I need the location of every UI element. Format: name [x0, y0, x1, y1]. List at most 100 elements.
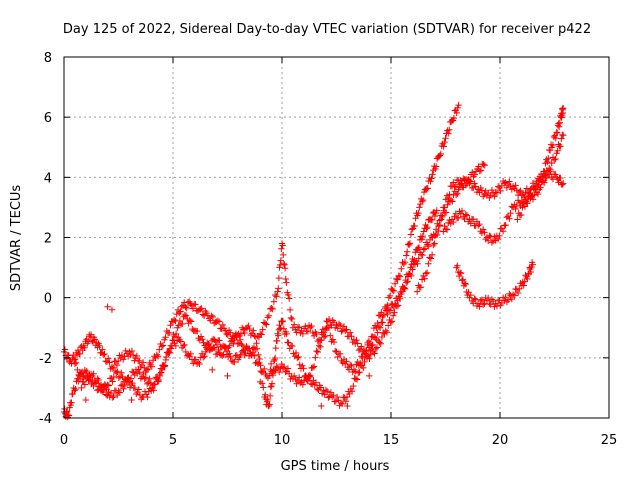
data-point	[521, 203, 529, 210]
data-point	[330, 338, 338, 346]
data-point	[278, 245, 285, 252]
data-point	[101, 350, 108, 358]
data-point	[419, 232, 426, 240]
data-point	[384, 310, 391, 318]
data-point	[354, 340, 361, 347]
data-point	[506, 290, 513, 298]
data-point	[313, 347, 320, 355]
data-point	[514, 289, 522, 297]
data-point	[422, 270, 430, 277]
data-point	[512, 182, 519, 189]
data-point	[253, 340, 260, 347]
data-point	[415, 209, 422, 217]
data-point	[549, 141, 557, 149]
data-point	[283, 279, 290, 286]
data-point	[508, 295, 516, 303]
y-tick-label: -2	[39, 352, 52, 367]
data-point	[366, 347, 374, 354]
data-point	[529, 192, 536, 199]
data-point	[275, 368, 283, 376]
data-point	[72, 359, 80, 367]
data-point	[179, 320, 186, 328]
data-point	[506, 215, 513, 222]
data-point	[415, 255, 422, 262]
plot-frame	[63, 56, 610, 419]
data-point	[416, 204, 423, 211]
data-point	[268, 380, 276, 387]
data-point	[295, 374, 303, 381]
data-point	[352, 375, 360, 382]
data-point	[506, 178, 513, 185]
data-point	[330, 392, 337, 399]
data-point	[363, 348, 370, 355]
data-point	[255, 351, 262, 359]
data-point	[529, 261, 536, 268]
data-point	[421, 275, 428, 282]
data-point	[394, 302, 402, 309]
data-point	[431, 240, 438, 247]
data-point	[282, 368, 289, 376]
data-point	[558, 135, 565, 142]
data-point	[343, 326, 350, 333]
data-point	[261, 320, 269, 327]
data-point	[445, 194, 452, 202]
chart-title: Day 125 of 2022, Sidereal Day-to-day VTE…	[63, 22, 591, 37]
data-point	[539, 173, 546, 181]
data-point	[389, 286, 396, 294]
data-point	[463, 212, 471, 219]
data-point	[442, 209, 450, 216]
data-point	[100, 351, 107, 359]
data-point	[219, 321, 227, 329]
data-point	[450, 114, 458, 122]
data-point	[166, 349, 173, 356]
data-point	[272, 344, 279, 352]
data-point	[199, 336, 206, 343]
data-point	[332, 347, 339, 355]
data-point	[386, 307, 394, 314]
data-point	[226, 350, 233, 357]
data-point	[274, 288, 281, 295]
data-point	[120, 385, 127, 393]
data-point	[361, 350, 369, 358]
data-point	[259, 326, 266, 333]
data-point	[458, 277, 466, 284]
data-point	[78, 384, 85, 392]
data-point	[275, 285, 282, 292]
data-point	[454, 104, 461, 112]
data-point	[207, 344, 214, 352]
data-point	[299, 330, 307, 338]
data-point	[249, 349, 257, 356]
data-point	[209, 313, 217, 321]
data-point	[343, 358, 350, 365]
data-point	[467, 220, 474, 227]
data-point	[289, 342, 296, 350]
data-point	[224, 372, 231, 380]
data-point	[494, 183, 502, 190]
data-point	[481, 229, 488, 236]
data-point	[246, 345, 253, 353]
data-point	[293, 329, 300, 336]
data-point	[267, 383, 274, 391]
data-point	[499, 227, 507, 235]
data-point	[442, 225, 450, 233]
data-point	[450, 218, 457, 226]
data-point	[325, 394, 332, 401]
series-track-6	[453, 259, 536, 310]
data-point	[279, 364, 287, 371]
data-point	[266, 392, 274, 400]
data-point	[231, 358, 238, 366]
data-point	[294, 324, 302, 331]
data-point	[177, 338, 184, 345]
data-point	[338, 400, 346, 408]
data-point	[480, 161, 487, 168]
data-point	[388, 318, 396, 325]
data-point	[462, 280, 469, 288]
data-point	[487, 301, 494, 308]
data-point	[136, 357, 143, 365]
data-point	[200, 354, 207, 361]
data-point	[420, 246, 427, 253]
data-point	[420, 228, 427, 235]
data-point	[194, 327, 201, 335]
data-point	[432, 163, 440, 170]
data-point	[512, 205, 519, 213]
